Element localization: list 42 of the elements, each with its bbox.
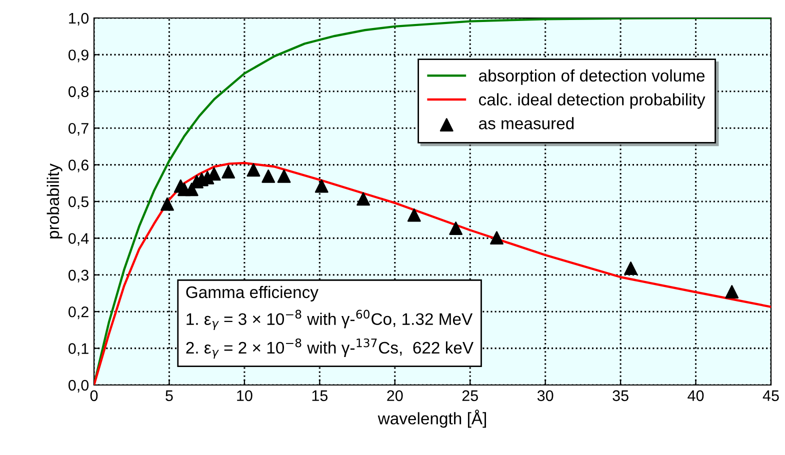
annotation: 1. ε$_{γ}$ = 3 × 10$^{−8}$ with γ-$^{60}$Co, 1.32 MeV [186,310,473,330]
point [222,165,236,178]
x-tick-label: 35 [612,390,628,402]
point [356,192,370,206]
point [314,179,328,193]
legend-label: absorption of detection volume [479,69,705,85]
y-tick-label: 1,0 [69,12,89,26]
point [160,197,174,211]
y-tick-label: 0,2 [68,306,88,320]
point [262,169,276,183]
x-axis-title: wavelength [Å] [378,410,486,428]
line-series [94,18,771,385]
y-tick-label: 0,4 [68,233,89,246]
y-tick-label: 0,0 [68,380,89,392]
y-tick-label: 0,5 [68,196,88,209]
point [246,163,260,177]
x-tick-label: 10 [237,390,252,402]
point [624,262,638,276]
legend-label: calc. ideal detection probability [479,93,706,109]
x-tick-label: 45 [762,390,779,402]
y-tick-label: 0,1 [68,343,88,356]
y-tick-label: 0,9 [68,50,88,62]
point [407,208,421,222]
annotation: Gamma efficiency [186,286,318,302]
x-tick-label: 30 [537,390,554,402]
y-tick-label: 0,8 [68,86,88,99]
y-tick-label: 0,7 [68,122,88,136]
annotation: 2. ε$_{γ}$ = 2 × 10$^{−8}$ with γ-$^{137}$Cs, 622 keV [186,338,474,359]
legend-label: as measured [479,117,574,130]
y-axis-title: probability [46,164,62,238]
x-tick-label: 15 [312,390,328,402]
point [449,222,463,235]
x-tick-label: 40 [688,390,704,402]
point [725,285,739,298]
x-tick-label: 0 [90,390,98,402]
x-tick-label: 20 [387,390,403,402]
x-tick-label: 25 [462,390,478,402]
x-tick-label: 5 [166,390,173,402]
y-tick-label: 0,6 [68,160,88,172]
point [277,169,291,183]
point [490,231,504,245]
y-tick-label: 0,3 [68,270,88,282]
